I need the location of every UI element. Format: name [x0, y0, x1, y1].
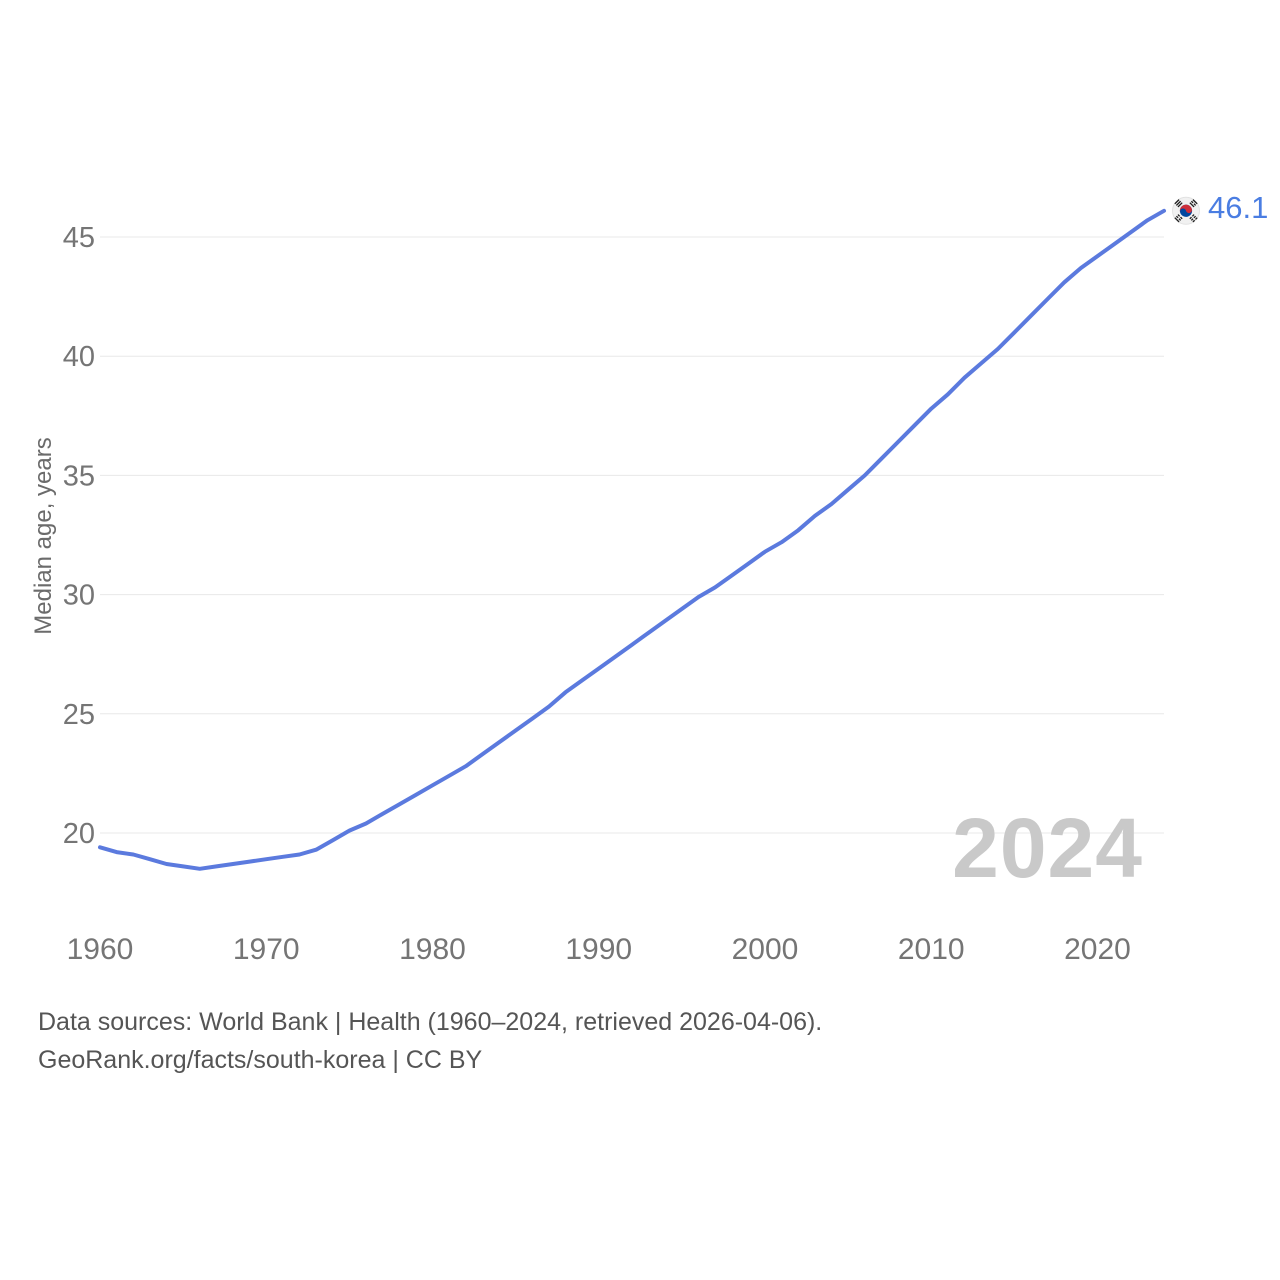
horizontal-gridlines [100, 236, 1164, 834]
y-tick-label: 45 [63, 222, 95, 254]
trigram-bottom-left [1174, 214, 1183, 223]
taegeuk-symbol [1179, 204, 1193, 217]
trigram-top-left [1174, 199, 1183, 208]
footer: Data sources: World Bank | Health (1960–… [38, 1003, 822, 1079]
trigram-bottom-right [1189, 214, 1198, 223]
x-tick-label: 1970 [233, 933, 300, 966]
y-tick-label: 20 [63, 818, 95, 850]
data-sources-line: Data sources: World Bank | Health (1960–… [38, 1008, 823, 1036]
x-tick-label: 2010 [898, 933, 965, 966]
trigram-top-right [1189, 199, 1198, 208]
x-tick-label: 1980 [399, 933, 466, 966]
y-tick-label: 40 [63, 341, 95, 373]
y-tick-label: 30 [63, 580, 95, 612]
attribution-line: GeoRank.org/facts/south-korea | CC BY [38, 1046, 483, 1074]
y-axis-tick-labels: 20 25 30 35 40 45 [63, 222, 95, 850]
median-age-line-series [98, 208, 1166, 871]
y-tick-label: 25 [63, 699, 95, 731]
y-tick-label: 35 [63, 460, 95, 492]
year-watermark: 2024 [952, 801, 1143, 895]
x-tick-label: 2000 [732, 933, 799, 966]
x-axis-tick-labels: 1960 1970 1980 1990 2000 2010 2020 [67, 933, 1131, 966]
x-tick-label: 1990 [565, 933, 632, 966]
south-korea-flag-icon [1172, 196, 1200, 225]
y-axis-title: Median age, years [30, 437, 57, 635]
x-tick-label: 2020 [1064, 933, 1131, 966]
latest-value-label: 46.1 [1208, 189, 1269, 225]
x-tick-label: 1960 [67, 933, 134, 966]
